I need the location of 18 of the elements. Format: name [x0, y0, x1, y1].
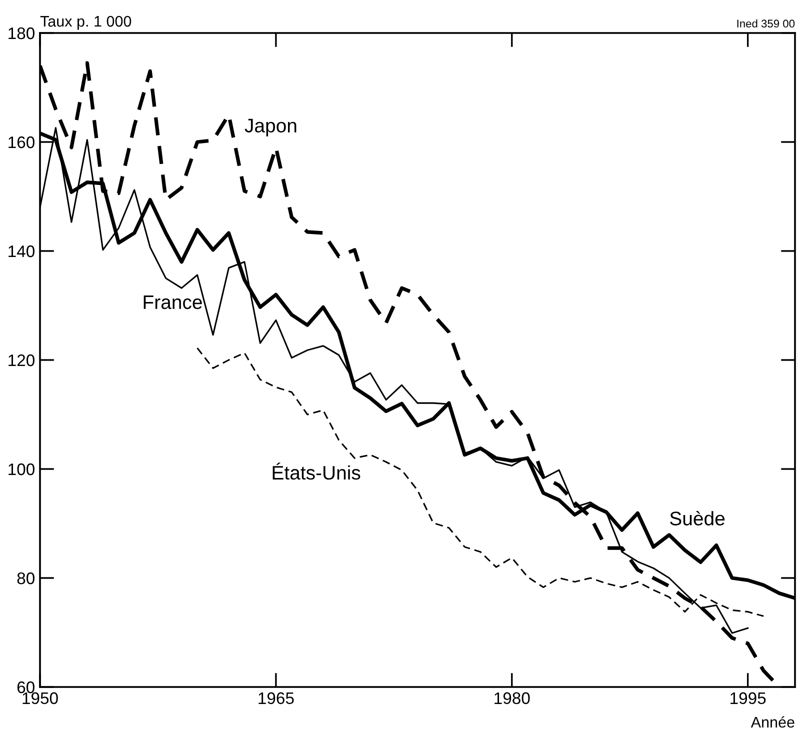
- y-tick-label: 60: [17, 681, 34, 694]
- text: Ined 359 00: [737, 19, 795, 28]
- series-label: France: [144, 296, 202, 310]
- x-tick-label: 1980: [494, 692, 530, 704]
- y-tick-label: 180: [8, 27, 34, 40]
- y-tick-label: 80: [17, 572, 34, 584]
- y-tick-label: 140: [8, 245, 34, 258]
- y-axis-title: Taux p. 1 000: [40, 16, 132, 30]
- series-label: États-Unis: [272, 462, 360, 480]
- y-tick-label: 120: [8, 354, 34, 366]
- y-tick-label: 160: [8, 136, 34, 148]
- x-tick-label: 1965: [258, 692, 294, 704]
- series-label: Suède: [670, 510, 725, 526]
- x-tick-label: 1995: [730, 692, 766, 704]
- x-axis-title: Année: [750, 716, 794, 728]
- y-tick-label: 100: [8, 463, 34, 476]
- x-tick-label: 1950: [22, 692, 58, 704]
- series-label: Japon: [244, 118, 296, 136]
